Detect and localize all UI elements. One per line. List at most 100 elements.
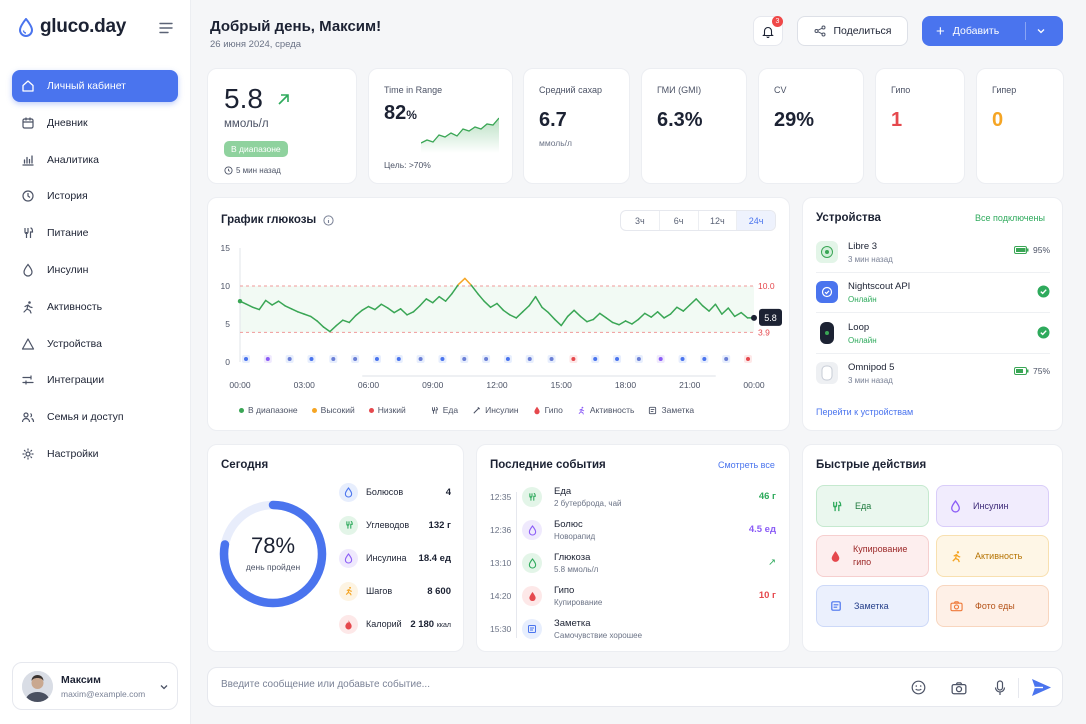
tab-12h[interactable]: 12ч (699, 211, 738, 230)
glucose-line-segment (637, 312, 646, 321)
chart-range-tabs: 3ч 6ч 12ч 24ч (620, 210, 776, 231)
glucose-line-segment (663, 313, 672, 319)
quick-hypo-button[interactable]: Купирование гипо (816, 535, 929, 577)
tab-3h[interactable]: 3ч (621, 211, 660, 230)
nav-item-devices[interactable]: Устройства (12, 328, 178, 360)
nav-label: Инсулин (47, 263, 89, 276)
event-marker-dot (615, 357, 620, 361)
glucose-line-segment (470, 284, 479, 295)
quick-activity-button[interactable]: Активность (936, 535, 1049, 577)
nav-item-dashboard[interactable]: Личный кабинет (12, 70, 178, 102)
glucose-line-segment (264, 299, 273, 306)
legend-high: Высокий (311, 405, 355, 415)
event-row[interactable]: 12:35 Еда 2 бутерброда, чай 46 г (490, 486, 776, 508)
quick-insulin-button[interactable]: Инсулин (936, 485, 1049, 527)
day-progress-ring (219, 500, 327, 608)
add-button[interactable]: + Добавить (922, 16, 1063, 46)
microphone-icon[interactable] (994, 680, 1006, 696)
nav-item-nutrition[interactable]: Питание (12, 217, 178, 249)
quick-note-button[interactable]: Заметка (816, 585, 929, 627)
user-card[interactable]: Максим maxim@example.com (12, 662, 178, 710)
glucose-line-segment (303, 313, 312, 318)
nav-item-history[interactable]: История (12, 180, 178, 212)
glucose-line-segment (252, 306, 261, 311)
glucose-line-segment (374, 303, 383, 311)
event-row[interactable]: 15:30 Заметка Самочувствие хорошее (490, 618, 643, 640)
nav-item-settings[interactable]: Настройки (12, 438, 178, 470)
menu-icon[interactable] (159, 22, 173, 34)
message-input[interactable] (221, 679, 821, 690)
avg-unit: ммоль/л (539, 138, 572, 148)
glucose-line-segment (547, 311, 556, 321)
nav-item-insulin[interactable]: Инсулин (12, 254, 178, 286)
glucose-line-segment (380, 303, 389, 309)
glucose-line-segment (656, 311, 665, 319)
avg-value: 6.7 (539, 109, 567, 131)
camera-icon[interactable] (951, 681, 967, 695)
insulin-icon (951, 499, 960, 513)
tab-24h[interactable]: 24ч (737, 211, 775, 230)
today-item: Калорий 2 180 ккал (339, 612, 451, 636)
chevron-down-icon (160, 685, 168, 690)
check-circle-icon (1037, 285, 1050, 298)
quick-photo-button[interactable]: Фото еды (936, 585, 1049, 627)
device-row[interactable]: Nightscout API Онлайн (816, 274, 1050, 310)
logo[interactable]: gluco.day (18, 16, 126, 38)
glucose-line-segment (721, 307, 730, 315)
nav-item-activity[interactable]: Активность (12, 291, 178, 323)
glucose-line-segment (335, 319, 344, 327)
glucose-line-segment (528, 295, 537, 307)
emoji-icon[interactable] (911, 680, 926, 695)
event-marker-dot (353, 357, 358, 361)
events-view-all-link[interactable]: Смотреть все (718, 460, 775, 470)
legend-hypo: Гипо (533, 405, 563, 415)
share-label: Поделиться (833, 25, 892, 37)
food-icon (833, 500, 842, 511)
glucose-line-segment (573, 309, 582, 318)
nav-item-analytics[interactable]: Аналитика (12, 144, 178, 176)
food-icon (24, 227, 34, 239)
device-row[interactable]: Loop Онлайн (816, 315, 1050, 351)
clock-icon (22, 190, 34, 202)
glucose-line-segment (245, 303, 254, 309)
share-icon (814, 25, 825, 37)
nav-label: Дневник (47, 116, 88, 129)
nav-item-family[interactable]: Семья и доступ (12, 401, 178, 433)
glucose-line-segment (566, 309, 575, 318)
glucose-line-segment (464, 277, 473, 286)
legend-in-range: В диапазоне (239, 405, 298, 415)
nav-item-integrations[interactable]: Интеграции (12, 364, 178, 396)
cv-label: CV (774, 85, 787, 95)
share-button[interactable]: Поделиться (797, 16, 908, 46)
event-marker-dot (374, 357, 379, 361)
event-row[interactable]: 12:36 Болюс Новорапид 4.5 ед (490, 519, 776, 541)
send-icon[interactable] (1031, 678, 1052, 697)
event-row[interactable]: 13:10 Глюкоза 5.8 ммоль/л ↗ (490, 552, 776, 574)
info-icon[interactable] (323, 215, 334, 226)
low-threshold-label: 3.9 (758, 327, 770, 337)
legend-low: Низкий (368, 405, 406, 415)
device-row[interactable]: Libre 3 3 мин назад 95% (816, 234, 1050, 270)
legend-note: Заметка (648, 405, 694, 415)
today-item: Шагов 8 600 (339, 579, 451, 603)
device-status: Онлайн (848, 335, 877, 345)
plus-icon: + (936, 22, 945, 40)
nav-label: Семья и доступ (47, 411, 124, 424)
tab-6h[interactable]: 6ч (660, 211, 699, 230)
triangle-icon (21, 337, 35, 350)
quick-food-button[interactable]: Еда (816, 485, 929, 527)
device-row[interactable]: Omnipod 5 3 мин назад 75% (816, 355, 1050, 391)
device-connected (1037, 285, 1050, 298)
glucose-line-segment (309, 315, 318, 322)
devices-title: Устройства (816, 212, 881, 224)
glucose-line-segment (701, 305, 710, 312)
nav-item-diary[interactable]: Дневник (12, 107, 178, 139)
glucose-line-segment (669, 306, 678, 315)
event-marker-dot (484, 357, 489, 361)
notifications-button[interactable] (753, 16, 783, 46)
devices-link[interactable]: Перейти к устройствам (816, 407, 914, 417)
nav-label: Интеграции (47, 374, 105, 387)
quick-actions-title: Быстрые действия (816, 459, 927, 471)
chart-legend: В диапазоне Высокий Низкий Еда Инсулин Г… (239, 405, 694, 415)
event-row[interactable]: 14:20 Гипо Купирование 10 г (490, 585, 776, 607)
